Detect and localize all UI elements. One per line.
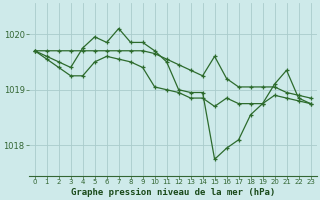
X-axis label: Graphe pression niveau de la mer (hPa): Graphe pression niveau de la mer (hPa) bbox=[70, 188, 275, 197]
